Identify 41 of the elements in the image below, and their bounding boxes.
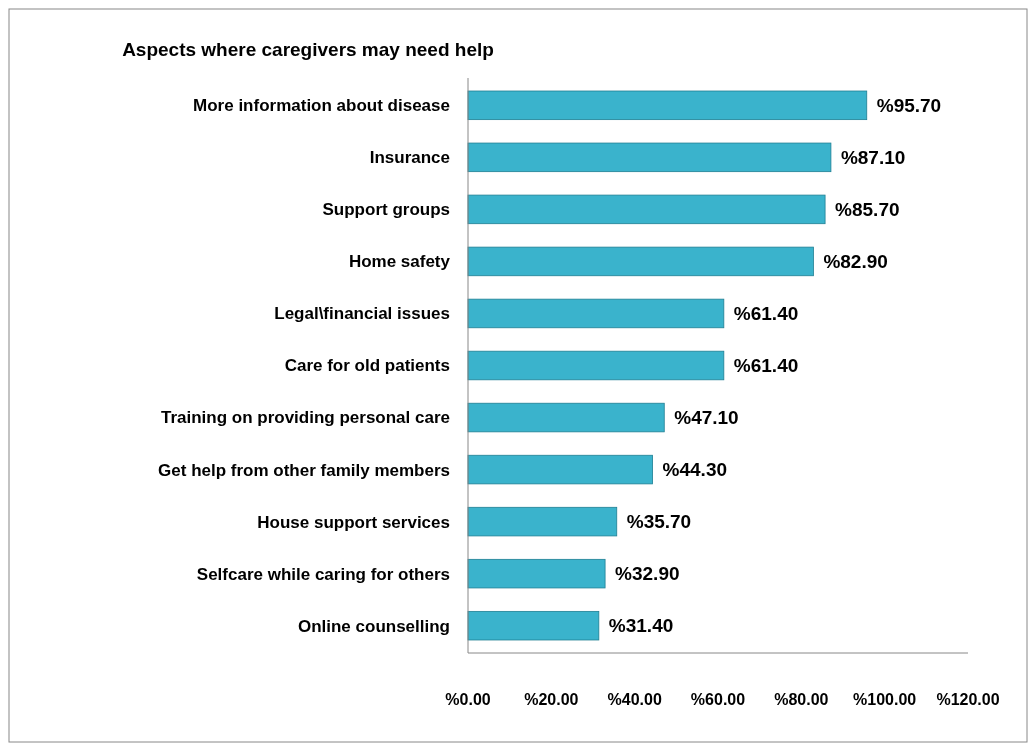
bar (467, 610, 600, 641)
y-tick-label: Legal\financial issues (274, 304, 450, 324)
data-label: %82.90 (823, 251, 888, 273)
y-tick-label: Care for old patients (284, 356, 450, 376)
bar (467, 558, 606, 589)
bar (467, 402, 665, 433)
y-tick-label: Get help from other family members (158, 460, 450, 480)
data-label: %61.40 (733, 355, 799, 377)
y-tick-label: Home safety (348, 252, 451, 272)
y-tick-label: Selfcare while caring for others (196, 564, 450, 584)
x-tick-label: %120.00 (936, 691, 1000, 708)
data-label: %47.10 (674, 407, 739, 429)
data-label: %85.70 (835, 199, 900, 221)
data-label: %31.40 (608, 615, 674, 637)
x-tick-label: %60.00 (690, 691, 746, 708)
x-tick-label: %0.00 (445, 691, 491, 708)
data-label: %32.90 (615, 563, 680, 585)
bar (467, 506, 618, 537)
data-label: %44.30 (662, 459, 728, 481)
bar (467, 246, 814, 277)
bar (467, 454, 653, 485)
y-tick-label: Training on providing personal care (160, 408, 450, 428)
bar (467, 194, 826, 225)
data-label: %87.10 (840, 147, 906, 169)
bar (467, 90, 868, 121)
x-tick-label: %100.00 (853, 691, 917, 708)
x-tick-label: %80.00 (774, 691, 829, 708)
y-tick-label: Online counselling (297, 616, 450, 636)
bar (467, 350, 725, 381)
bar (467, 298, 725, 329)
x-tick-label: %40.00 (607, 691, 662, 708)
bar (467, 142, 832, 173)
text: Aspects where caregivers may need help (122, 39, 494, 60)
y-tick-label: More information about disease (193, 96, 450, 116)
y-tick-label: Support groups (322, 200, 450, 220)
x-tick-label: %20.00 (524, 691, 579, 708)
y-tick-label: Insurance (369, 148, 450, 168)
data-label: %95.70 (876, 94, 942, 116)
y-tick-label: House support services (257, 512, 450, 532)
data-label: %35.70 (626, 511, 692, 533)
data-label: %61.40 (733, 303, 799, 325)
